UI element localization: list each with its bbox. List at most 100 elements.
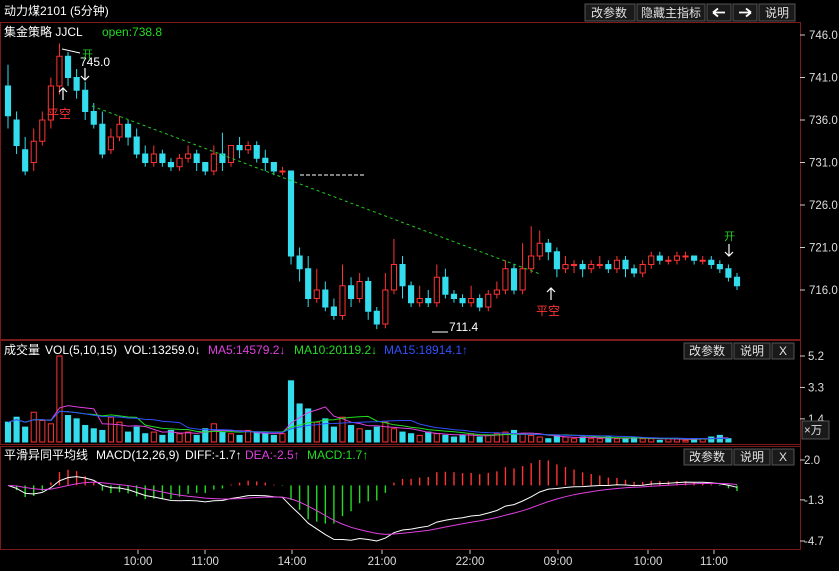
candle-body <box>262 157 269 163</box>
candle-body <box>588 264 595 270</box>
volume-bar <box>347 424 355 443</box>
candle-body <box>493 289 500 295</box>
volume-ma-line <box>7 405 729 440</box>
candle-body <box>691 255 698 261</box>
macd-header: 平滑异同平均线 MACD(12,26,9) DIFF:-1.7↑ DEA:-2.… <box>4 448 368 462</box>
macd-params: MACD(12,26,9) <box>96 448 179 462</box>
candle-body <box>4 85 12 117</box>
vol-close-button[interactable] <box>771 342 795 360</box>
x-tick-label: 10:00 <box>634 556 663 568</box>
volume-bar <box>656 439 663 443</box>
indicator-name: 集金策略 JJCL <box>4 24 83 39</box>
candle-body <box>365 281 372 312</box>
candle-body <box>313 289 320 299</box>
candle-body <box>99 123 106 155</box>
up-arrow-icon <box>58 87 68 100</box>
volume-bar <box>13 416 20 443</box>
volume-bar <box>296 403 303 443</box>
volume-bar <box>202 428 209 443</box>
hide-main-button[interactable] <box>636 3 706 22</box>
candle-body <box>562 264 569 270</box>
signal-close-short-2: 平空 <box>536 304 560 318</box>
volume-bar <box>167 429 175 443</box>
volume-bar <box>262 433 269 443</box>
candles <box>4 43 741 330</box>
candle-body <box>193 153 200 163</box>
vol-name: 成交量 <box>4 342 40 357</box>
volume-bar <box>588 438 595 443</box>
params-button[interactable] <box>584 3 636 22</box>
macd-help-label: 说明 <box>740 449 764 464</box>
x-tick-label: 14:00 <box>278 556 307 568</box>
candle-body <box>150 153 157 163</box>
volume-bar <box>408 433 415 443</box>
volume-bar <box>528 434 535 443</box>
volume-bar <box>339 416 346 443</box>
down-arrow-icon <box>80 68 90 81</box>
macd-close-button[interactable] <box>771 448 795 466</box>
volume-bar <box>236 434 243 443</box>
volume-bar <box>330 426 337 443</box>
volume-bar <box>450 436 458 443</box>
volume-bar <box>150 431 157 443</box>
candle-body <box>631 268 638 274</box>
volume-bar <box>22 426 29 443</box>
volume-bar <box>99 429 106 443</box>
trend-line <box>91 105 541 275</box>
down-arrow-icon <box>724 244 734 257</box>
vol-ma5: MA5:14579.2↓ <box>208 343 285 357</box>
main-annotations: 745.0 711.4 平空 开 平空 开 <box>47 48 735 334</box>
up-arrow-icon <box>546 287 556 300</box>
volume-bar <box>4 421 12 443</box>
candle-body <box>210 153 217 172</box>
signal-open-2: 开 <box>724 231 735 243</box>
candle-body <box>13 119 20 146</box>
candle-body <box>433 276 440 304</box>
candle-body <box>665 259 672 262</box>
volume-bar <box>47 423 54 443</box>
volume-bars <box>4 355 732 443</box>
macd-dea: DEA:-2.5↑ <box>245 448 300 462</box>
volume-bar <box>287 380 295 443</box>
volume-bar <box>56 355 63 443</box>
x-tick-label: 11:00 <box>700 556 728 568</box>
candle-body <box>528 255 535 270</box>
volume-bar <box>365 429 372 443</box>
vol-y-axis: 5.23.31.4 <box>800 351 825 426</box>
vol-unit-box[interactable] <box>801 420 830 440</box>
volume-ma-line <box>7 410 729 440</box>
vol-params-button[interactable] <box>683 342 733 360</box>
volume-bar <box>219 431 226 443</box>
macd-params-button[interactable] <box>683 448 733 466</box>
macd-help-button[interactable] <box>733 448 771 466</box>
x-axis: 10:00 11:00 14:00 21:00 22:00 09:00 10:00 11:00 <box>124 550 728 568</box>
high-label: 745.0 <box>80 55 110 69</box>
y-tick-label: 726.0 <box>809 200 838 212</box>
candle-body <box>425 298 432 304</box>
volume-bar <box>545 438 552 443</box>
volume-bar <box>245 429 252 443</box>
volume-bar <box>390 428 398 443</box>
volume-bar <box>493 433 500 443</box>
volume-bar <box>39 420 46 443</box>
candle-body <box>390 264 398 291</box>
volume-bar <box>73 418 80 443</box>
volume-bar <box>433 433 440 443</box>
candle-body <box>545 242 552 253</box>
volume-bar <box>708 436 715 443</box>
volume-bar <box>116 421 123 443</box>
candle-body <box>253 145 260 159</box>
y-tick-label: 746.0 <box>809 30 838 42</box>
macd-y-axis: 2.0 -1.3 -4.7 <box>800 455 824 548</box>
params-button-label: 改参数 <box>591 5 627 20</box>
volume-bar <box>142 433 149 443</box>
vol-ma15: MA15:18914.1↑ <box>384 343 468 357</box>
main-y-axis: 746.0 741.0 736.0 731.0 726.0 721.0 716.0 <box>800 30 838 297</box>
candle-body <box>347 285 355 299</box>
candle-body <box>339 285 346 316</box>
help-button[interactable] <box>758 3 796 22</box>
vol-help-button[interactable] <box>733 342 771 360</box>
candle-body <box>382 289 389 325</box>
macd-close-label: X <box>779 450 787 464</box>
